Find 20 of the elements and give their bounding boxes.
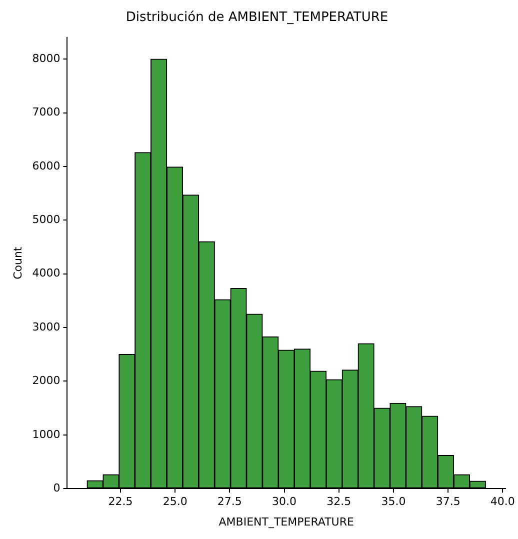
chart-title: Distribución de AMBIENT_TEMPERATURE <box>126 10 388 26</box>
y-tick-label: 1000 <box>32 428 60 441</box>
x-tick-label: 27.5 <box>217 495 242 508</box>
y-tick-label: 5000 <box>32 213 60 226</box>
y-tick-label: 8000 <box>32 52 60 65</box>
y-tick-label: 6000 <box>32 159 60 172</box>
x-tick-label: 32.5 <box>326 495 352 508</box>
x-tick-label: 35.0 <box>381 495 406 508</box>
x-axis-title: AMBIENT_TEMPERATURE <box>218 515 354 528</box>
y-tick-label: 0 <box>53 481 60 494</box>
y-tick-label: 2000 <box>32 374 60 388</box>
y-tick-label: 4000 <box>32 266 60 280</box>
x-tick-label: 30.0 <box>272 495 297 508</box>
y-axis-title: Count <box>11 246 24 280</box>
y-tick-label: 7000 <box>32 106 60 119</box>
x-tick-label: 40.0 <box>490 495 515 508</box>
x-tick-label: 37.5 <box>436 495 460 508</box>
x-tick-label: 22.5 <box>108 495 133 508</box>
x-tick-label: 25.0 <box>162 495 188 508</box>
y-tick-label: 3000 <box>32 320 60 334</box>
